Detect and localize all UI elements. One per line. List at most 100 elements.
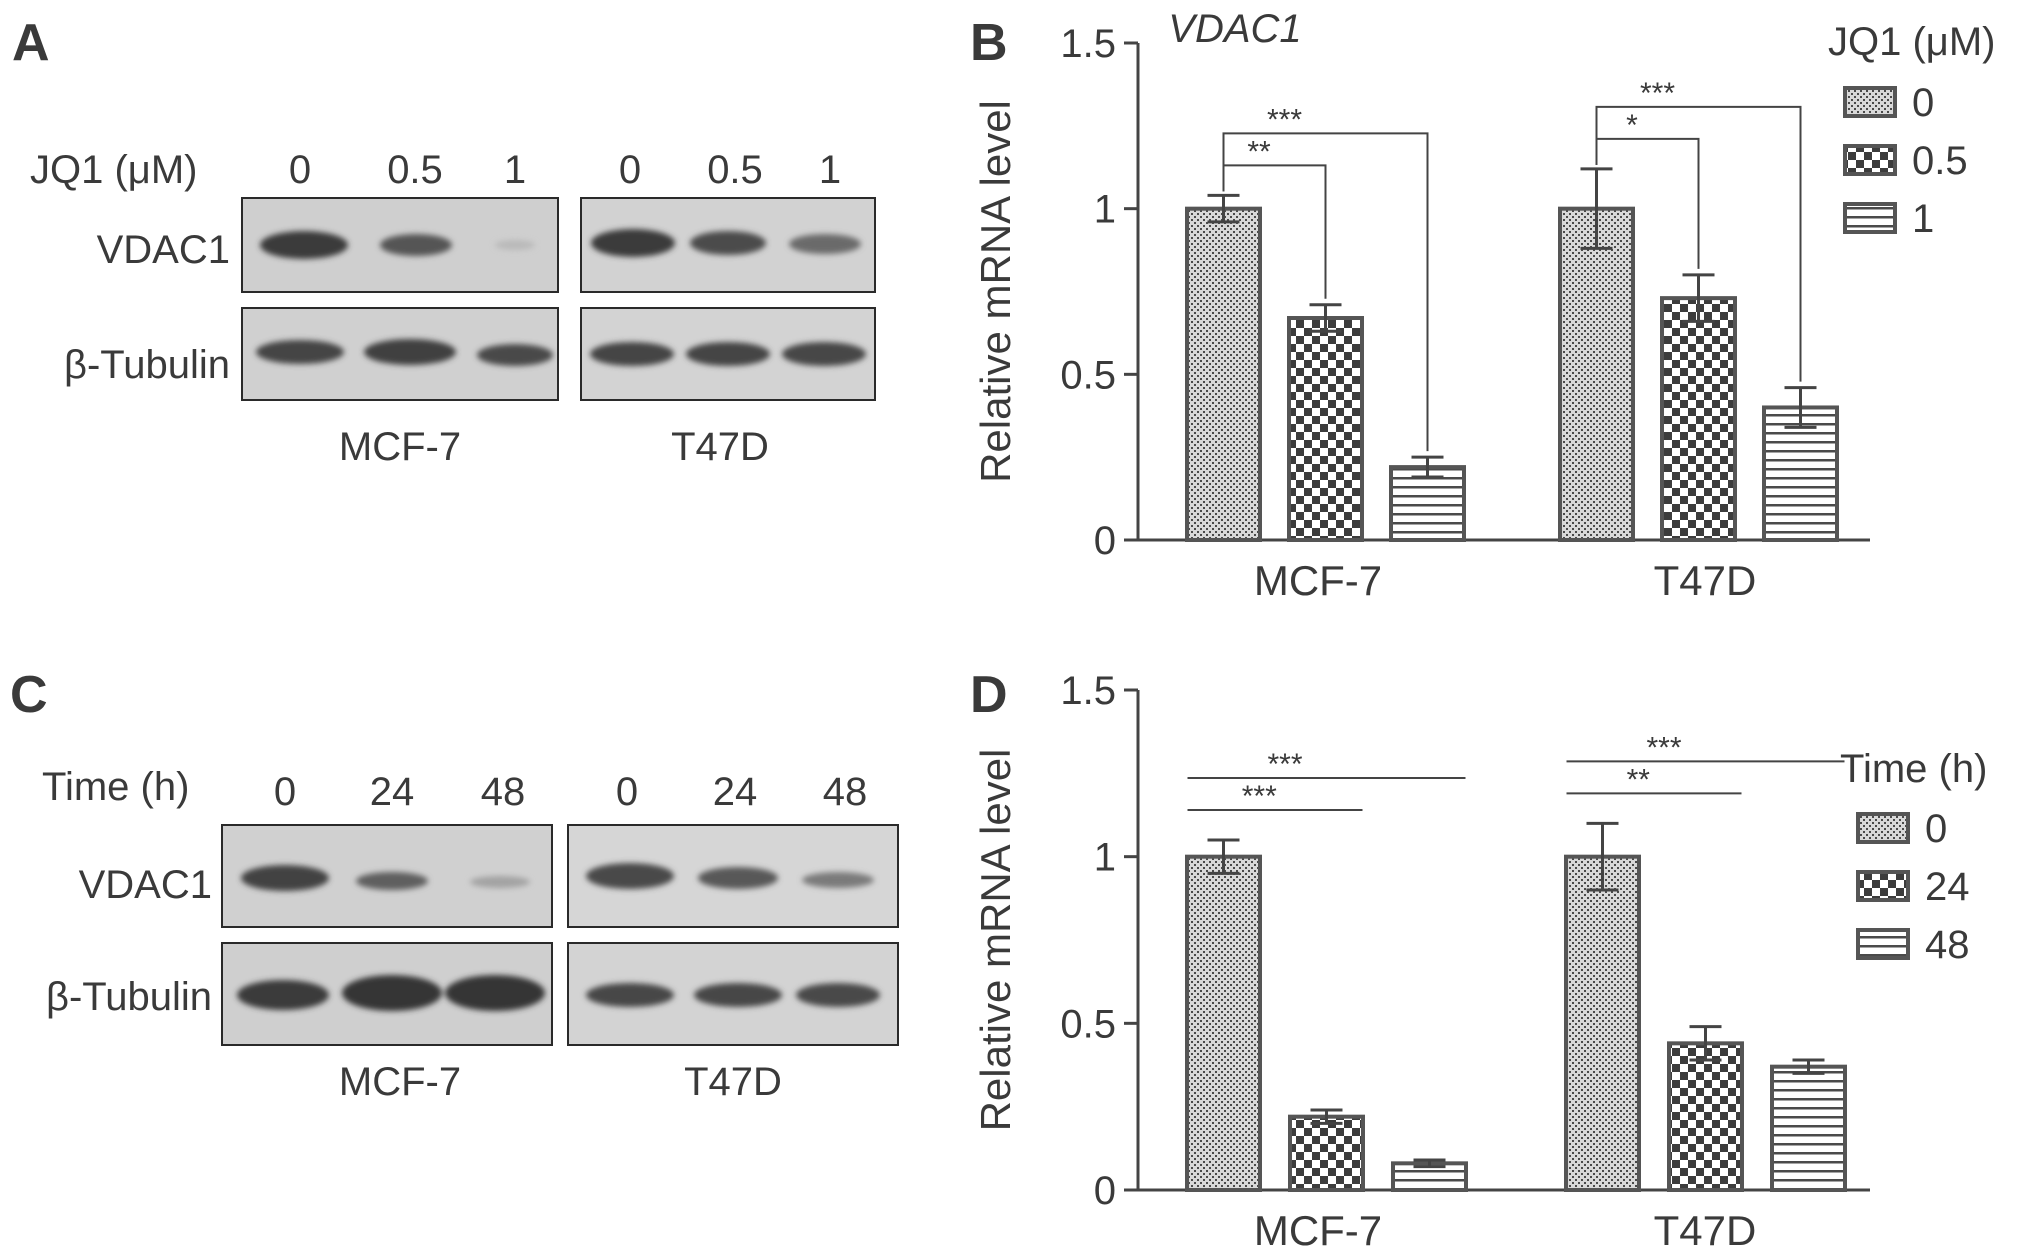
blot-band — [694, 983, 782, 1007]
blot-band — [237, 980, 329, 1010]
bar — [1287, 316, 1364, 542]
legend-label: 1 — [1912, 197, 1934, 241]
blot-a-lane-label: 0.5 — [707, 148, 763, 192]
blot-band — [590, 342, 674, 366]
x-category-label: MCF-7 — [1254, 557, 1382, 604]
bar — [1185, 854, 1262, 1193]
y-tick-label: 1.5 — [1060, 669, 1116, 713]
bar — [1185, 206, 1262, 543]
y-tick-label: 0 — [1094, 519, 1116, 563]
bar — [1288, 1114, 1365, 1192]
legend-label: 24 — [1925, 865, 1970, 909]
panel-d-letter: D — [970, 666, 1008, 724]
y-tick-label: 0.5 — [1060, 353, 1116, 397]
bar — [1762, 405, 1839, 543]
blot-c-header-label: Time (h) — [42, 765, 189, 809]
x-category-label: T47D — [1654, 1207, 1757, 1254]
blot-band — [789, 234, 861, 254]
blot-band — [260, 231, 348, 259]
blot-a-lane-label: 0 — [619, 148, 641, 192]
y-axis-title: Relative mRNA level — [972, 100, 1019, 483]
blot-band — [380, 234, 452, 256]
blot-band — [445, 975, 545, 1011]
blot-band — [586, 983, 674, 1007]
legend-label: 0.5 — [1912, 139, 1968, 183]
blot-band — [364, 339, 456, 365]
blot-band — [591, 229, 675, 257]
legend-swatch — [1856, 812, 1910, 844]
panel-a: A JQ1 (μM) 0 0.5 1 0 0.5 1 VDAC1 β-Tubul… — [12, 14, 876, 469]
blot-band — [802, 872, 874, 888]
blot-c-row-label-vdac1: VDAC1 — [79, 863, 212, 907]
blot-c-cell-line-label: T47D — [684, 1060, 782, 1104]
legend-swatch — [1856, 870, 1910, 902]
blot-a-cell-line-label: T47D — [671, 425, 769, 469]
significance-label: ** — [1247, 135, 1271, 168]
panel-c: C Time (h) 0 24 48 0 24 48 VDAC1 β-Tubul… — [10, 666, 899, 1104]
blot-a-lane-label: 0 — [289, 148, 311, 192]
blot-band — [586, 863, 674, 889]
blot-band — [241, 865, 329, 891]
panel-b-letter: B — [970, 14, 1008, 72]
bar — [1564, 854, 1641, 1193]
significance-label: ** — [1627, 763, 1651, 796]
significance-label: *** — [1640, 77, 1675, 110]
legend-label: 0 — [1925, 807, 1947, 851]
blot-band — [342, 975, 442, 1011]
x-category-label: MCF-7 — [1254, 1207, 1382, 1254]
y-tick-label: 1.5 — [1060, 22, 1116, 66]
bar — [1770, 1064, 1847, 1192]
legend-swatch — [1856, 928, 1910, 960]
blot-band — [495, 240, 535, 250]
blot-a-lane-label: 1 — [819, 148, 841, 192]
blot-band — [690, 231, 766, 255]
significance-bracket — [1222, 132, 1429, 452]
significance-label: *** — [1267, 103, 1302, 136]
blot-band — [470, 876, 530, 888]
y-tick-label: 0.5 — [1060, 1002, 1116, 1046]
y-tick-label: 1 — [1094, 836, 1116, 880]
legend-swatch — [1843, 202, 1897, 234]
blot-band — [256, 340, 344, 364]
blot-c-lane-label: 24 — [370, 770, 415, 814]
legend-label: 48 — [1925, 923, 1970, 967]
x-category-label: T47D — [1654, 557, 1757, 604]
significance-label: *** — [1242, 780, 1277, 813]
legend-swatch — [1843, 144, 1897, 176]
bar — [1558, 206, 1635, 543]
blot-c-lane-label: 48 — [481, 770, 526, 814]
blot-a-cell-line-label: MCF-7 — [339, 425, 461, 469]
blot-c-lane-label: 0 — [616, 770, 638, 814]
legend-title: JQ1 (μM) — [1828, 20, 1995, 64]
panel-c-letter: C — [10, 666, 48, 724]
blot-c-lane-label: 24 — [713, 770, 758, 814]
blot-band — [477, 344, 553, 366]
significance-label: *** — [1267, 748, 1302, 781]
legend-label: 0 — [1912, 81, 1934, 125]
blot-c-row-label-tubulin: β-Tubulin — [46, 975, 212, 1019]
blot-a-lane-label: 0.5 — [387, 148, 443, 192]
blot-a-row-label-vdac1: VDAC1 — [97, 228, 230, 272]
legend-swatch — [1843, 86, 1897, 118]
legend-title: Time (h) — [1840, 747, 1987, 791]
significance-label: *** — [1646, 731, 1681, 764]
blot-band — [356, 872, 428, 890]
chart-title: VDAC1 — [1168, 7, 1301, 51]
blot-band — [686, 342, 770, 366]
y-tick-label: 0 — [1094, 1169, 1116, 1213]
blot-a-header-label: JQ1 (μM) — [30, 148, 197, 192]
blot-band — [796, 983, 880, 1007]
blot-a-row-label-tubulin: β-Tubulin — [64, 343, 230, 387]
bar — [1667, 1041, 1744, 1193]
blot-c-cell-line-label: MCF-7 — [339, 1060, 461, 1104]
significance-label: * — [1626, 109, 1638, 142]
blot-a-lane-label: 1 — [504, 148, 526, 192]
blot-band — [698, 867, 778, 889]
panel-a-letter: A — [12, 14, 50, 72]
bar — [1660, 296, 1737, 543]
blot-c-lane-label: 0 — [274, 770, 296, 814]
y-tick-label: 1 — [1094, 188, 1116, 232]
